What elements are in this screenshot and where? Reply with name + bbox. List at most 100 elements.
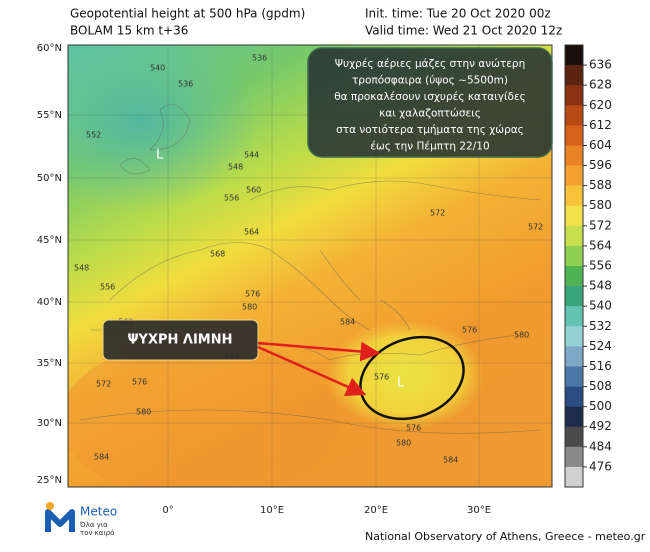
annotation-line: θα προκαλέσουν ισχυρές καταιγίδες	[334, 91, 526, 103]
contour-label: 556	[100, 283, 115, 292]
contour-label: 580	[396, 439, 411, 448]
colorbar-label: 588	[589, 178, 612, 192]
contour-label: 576	[374, 373, 389, 382]
colorbar-label: 636	[589, 58, 612, 72]
map-title: Geopotential height at 500 hPa (gpdm)	[70, 7, 305, 21]
annotation-line: τροπόσφαιρα (ύψος ~5500m)	[352, 75, 508, 87]
low-marker: L	[397, 376, 405, 391]
contour-label: 576	[132, 378, 147, 387]
logo: Meteo Όλα για τον καιρό	[45, 502, 117, 537]
lat-axis: 60°N 55°N 50°N 45°N 40°N 35°N 30°N 25°N	[37, 43, 62, 486]
colorbar-segment	[565, 185, 583, 207]
colorbar-label: 492	[589, 419, 612, 433]
lat-label: 50°N	[37, 173, 62, 184]
contour-label: 556	[224, 194, 239, 203]
lon-axis: 0° 10°E 20°E 30°E	[162, 505, 491, 516]
colorbar-label: 556	[589, 259, 612, 273]
colorbar-segment	[565, 466, 583, 488]
lat-label: 60°N	[37, 43, 62, 54]
lat-label: 25°N	[37, 475, 62, 486]
contour-label: 576	[245, 290, 260, 299]
contour-label: 560	[246, 186, 261, 195]
colorbar-segment	[565, 105, 583, 126]
colorbar-segment	[565, 306, 583, 327]
contour-label: 572	[96, 380, 111, 389]
contour-label: 584	[443, 456, 458, 465]
logo-name: Meteo	[80, 505, 117, 519]
colorbar-label: 532	[589, 319, 612, 333]
valid-time: Valid time: Wed 21 Oct 2020 12z	[365, 24, 562, 38]
colorbar-label: 524	[589, 339, 612, 353]
colorbar-segment	[565, 205, 583, 227]
colorbar-segment	[565, 446, 583, 468]
label-box	[102, 319, 259, 361]
contour-label: 580	[514, 331, 529, 340]
contour-label: 548	[228, 163, 243, 172]
logo-tagline: Όλα για	[79, 521, 108, 529]
annotation-line: και χαλαζοπτώσεις	[379, 108, 481, 120]
colorbar-segment	[565, 286, 583, 307]
lon-label: 30°E	[467, 505, 491, 516]
contour-label: 568	[210, 250, 225, 259]
label-text: ΨΥΧΡΗ ΛΙΜΝΗ	[127, 333, 232, 348]
annotation: Ψυχρές αέριες μάζες στην ανώτερη τροπόσφα…	[334, 58, 526, 153]
annotation-box	[307, 47, 553, 158]
colorbar-segment	[565, 346, 583, 367]
contour-label: 536	[252, 54, 267, 63]
colorbar-label: 596	[589, 158, 612, 172]
contour-label: 576	[406, 424, 421, 433]
colorbar-segment	[565, 165, 583, 186]
model-label: BOLAM 15 km t+36	[70, 24, 188, 38]
colorbar-segment	[565, 245, 583, 267]
colorbar-label: 564	[589, 238, 612, 252]
colorbar-segment	[565, 85, 583, 106]
contour-label: 536	[178, 80, 193, 89]
colorbar-segment	[565, 406, 583, 428]
footer: National Observatory of Athens, Greece -…	[365, 530, 646, 543]
colorbar-segment	[565, 145, 583, 166]
lat-label: 45°N	[37, 235, 62, 246]
colorbar-segment	[565, 426, 583, 448]
annotation-line: έως την Πέμπτη 22/10	[370, 141, 489, 153]
colorbar-segment	[565, 326, 583, 347]
colorbar-label: 628	[589, 78, 612, 92]
colorbar-label: 580	[589, 198, 612, 212]
low-marker: L	[156, 148, 164, 163]
contour-label: 584	[340, 318, 355, 327]
contour-label: 580	[242, 303, 257, 312]
colorbar-label: 540	[589, 299, 612, 313]
colorbar-segment	[565, 65, 583, 86]
contour-label: 584	[94, 453, 109, 462]
lon-label: 0°	[162, 505, 173, 516]
lat-label: 55°N	[37, 110, 62, 121]
colorbar-label: 500	[589, 399, 612, 413]
lon-label: 10°E	[260, 505, 284, 516]
colorbar-label: 476	[589, 459, 612, 473]
contour-label: 548	[74, 264, 89, 273]
colorbar-label: 548	[589, 279, 612, 293]
colorbar-label: 612	[589, 118, 612, 132]
colorbar-label: 484	[589, 439, 612, 453]
colorbar-segment	[565, 45, 583, 66]
arrow	[257, 341, 381, 362]
lon-label: 20°E	[364, 505, 388, 516]
lat-label: 40°N	[37, 297, 62, 308]
lat-label: 30°N	[37, 418, 62, 429]
annotation-line: στα νοτιότερα τμήματα της χώρας	[336, 124, 524, 136]
colorbar-label: 572	[589, 218, 612, 232]
init-time: Init. time: Tue 20 Oct 2020 00z	[365, 7, 551, 21]
logo-tagline: τον καιρό	[80, 529, 114, 537]
arrow	[257, 345, 367, 397]
contour-label: 544	[244, 151, 259, 160]
colorbar-label: 620	[589, 98, 612, 112]
colorbar-segment	[565, 386, 583, 407]
contour-label: 576	[462, 326, 477, 335]
contour-label: 564	[244, 228, 259, 237]
contour-label: 580	[136, 408, 151, 417]
contour-label: 552	[86, 131, 101, 140]
colorbar-label: 516	[589, 359, 612, 373]
colorbar-segment	[565, 125, 583, 146]
contour-label: 540	[150, 64, 165, 73]
annotation-line: Ψυχρές αέριες μάζες στην ανώτερη	[335, 58, 525, 70]
